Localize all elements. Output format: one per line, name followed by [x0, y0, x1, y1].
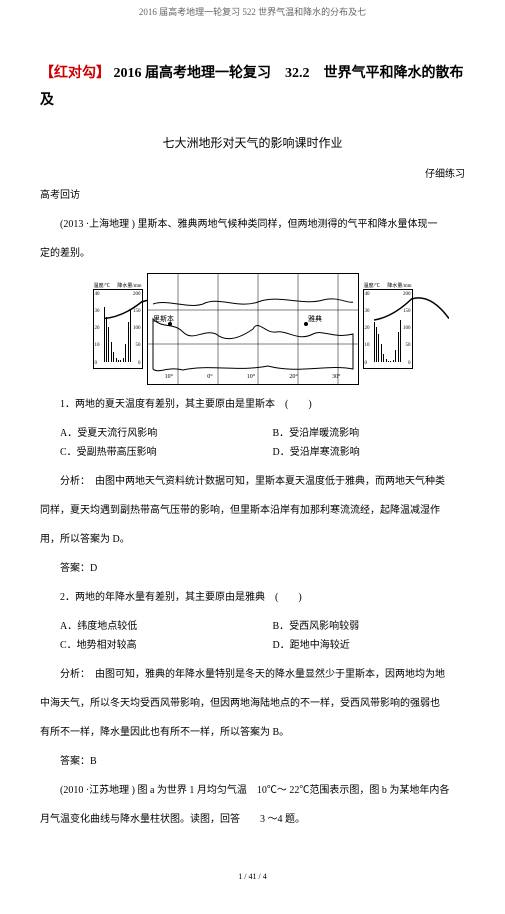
q1-option-a: A．受夏天流行风影响 [40, 424, 253, 443]
q2-analysis-3: 有所不一样，降水量因此也有所不一样，所以答案为 B。 [40, 723, 465, 742]
map-svg: 里斯本 雅典 [148, 274, 358, 384]
figure-row: 温度/℃降水量/mm 403020100 200150100500 [40, 273, 465, 385]
q1-stem: 1．两地的夏天温度有差别，其主要原由是里斯本 ( ) [40, 395, 465, 414]
mediterranean-map: 里斯本 雅典 10° 0° 10° 20° 30° [147, 273, 359, 385]
subtitle: 七大洲地形对天气的影响课时作业 [40, 132, 465, 155]
q2-option-c: C．地势相对较高 [40, 636, 253, 655]
q2-stem: 2．两地的年降水量有差别，其主要原由是雅典 ( ) [40, 588, 465, 607]
svg-text:雅典: 雅典 [308, 314, 322, 323]
q1-analysis-3: 用，所以答案为 D。 [40, 530, 465, 549]
axis-left: 403020100 [95, 290, 104, 368]
longitude-labels: 10° 0° 10° 20° 30° [148, 372, 358, 383]
q2-answer: 答案：B [40, 752, 465, 771]
climate-chart-athens: 温度/℃降水量/mm 403020100 200150100500 [363, 289, 413, 369]
q1-option-b: B．受沿岸暖流影响 [253, 424, 466, 443]
right-note: 仔细练习 [40, 165, 465, 184]
page-number: 1 / 41 / 4 [40, 869, 465, 884]
q1-analysis-1: 分析： 由图中两地天气资料统计数据可知，里斯本夏天温度低于雅典，而两地天气种类 [40, 472, 465, 491]
q2-option-b: B．受西风影响较弱 [253, 617, 466, 636]
q2-analysis-1: 分析： 由图可知，雅典的年降水量特别是冬天的降水量显然少于里斯本，因两地均为地 [40, 665, 465, 684]
q1-analysis-2: 同样，夏天均遇到副热带高气压带的影响，但里斯本沿岸有加那利寒流流经，起降温减湿作 [40, 501, 465, 520]
page-header: 2016 届高考地理一轮复习 522 世界气温和降水的分布及七 [40, 0, 465, 61]
q1-option-c: C．受副热带高压影响 [40, 443, 253, 462]
q3-line-1: (2010 ·江苏地理 ) 图 a 为世界 1 月均匀气温 10℃～ 22℃范围… [40, 781, 465, 800]
intro-line-1: (2013 ·上海地理 ) 里斯本、雅典两地气候种类同样，但两地测得的气平和降水… [40, 215, 465, 234]
intro-line-2: 定的差别。 [40, 244, 465, 263]
q1-answer: 答案：D [40, 559, 465, 578]
axis-left: 403020100 [365, 290, 374, 368]
temp-curve-icon [374, 296, 449, 326]
q2-options: A．纬度地点较低 B．受西风影响较弱 C．地势相对较高 D．距地中海较近 [40, 617, 465, 655]
svg-text:里斯本: 里斯本 [153, 314, 174, 323]
q2-option-d: D．距地中海较近 [253, 636, 466, 655]
q2-option-a: A．纬度地点较低 [40, 617, 253, 636]
q1-option-d: D．受沿岸寒流影响 [253, 443, 466, 462]
title-bracket: 【红对勾】 [40, 66, 110, 81]
main-title: 【红对勾】 2016 届高考地理一轮复习 32.2 世界气平和降水的散布及 [40, 61, 465, 114]
q2-analysis-2: 中海天气，所以冬天均受西风带影响，但因两地海陆地点的不一样，受西风带影响的强弱也 [40, 694, 465, 713]
section-heading: 高考回访 [40, 186, 465, 205]
climate-chart-lisbon: 温度/℃降水量/mm 403020100 200150100500 [93, 289, 143, 369]
q1-options: A．受夏天流行风影响 B．受沿岸暖流影响 C．受副热带高压影响 D．受沿岸寒流影… [40, 424, 465, 462]
q3-line-2: 月气温变化曲线与降水量柱状图。读图，回答 3 ～4 题。 [40, 810, 465, 829]
